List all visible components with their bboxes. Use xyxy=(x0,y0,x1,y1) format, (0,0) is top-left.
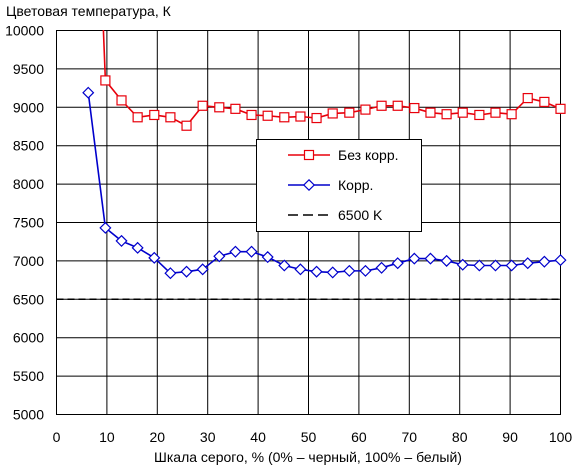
data-point-corrected xyxy=(99,221,112,234)
y-tick-label: 6000 xyxy=(13,330,44,346)
data-point-uncorrected xyxy=(539,96,550,108)
legend-label-reference-6500k: 6500 K xyxy=(338,207,383,223)
y-tick-label: 7000 xyxy=(13,253,44,269)
x-tick-label: 50 xyxy=(301,429,317,445)
data-point-uncorrected xyxy=(262,110,273,121)
data-point-corrected xyxy=(213,250,226,263)
y-tick-label: 6500 xyxy=(13,291,44,307)
data-point-corrected xyxy=(326,266,339,279)
data-point-corrected xyxy=(391,257,404,270)
x-tick-label: 30 xyxy=(200,429,216,445)
data-point-uncorrected xyxy=(457,107,468,118)
marker-layer xyxy=(82,75,567,280)
data-point-corrected xyxy=(538,255,551,268)
data-point-corrected xyxy=(343,264,356,277)
y-tick-label: 9000 xyxy=(13,99,44,115)
x-tick-label: 100 xyxy=(549,429,572,445)
y-tick-label: 8500 xyxy=(13,138,44,154)
legend-box xyxy=(256,139,422,232)
data-point-corrected xyxy=(148,251,161,264)
data-point-uncorrected xyxy=(116,95,127,106)
data-point-uncorrected xyxy=(425,107,436,118)
legend: Без корр. Корр. 6500 K xyxy=(256,139,422,232)
legend-label-uncorrected: Без корр. xyxy=(338,147,399,163)
data-point-uncorrected xyxy=(246,109,257,121)
y-axis: 5000 5500 6000 6500 7000 7500 8000 8500 9000 9500… xyxy=(5,23,44,423)
y-tick-label: 9500 xyxy=(13,61,44,77)
data-point-corrected xyxy=(424,252,437,265)
data-point-corrected xyxy=(180,265,193,278)
data-point-uncorrected xyxy=(327,108,338,119)
x-axis-label: Шкала серого, % (0% – черный, 100% – бел… xyxy=(154,449,462,465)
data-point-corrected xyxy=(229,245,242,258)
data-point-corrected xyxy=(196,263,209,276)
x-tick-label: 80 xyxy=(452,429,468,445)
y-tick-label: 10000 xyxy=(5,23,44,39)
data-point-corrected xyxy=(245,245,258,258)
data-point-uncorrected xyxy=(149,109,160,121)
legend-marker-corrected xyxy=(302,178,316,192)
x-tick-label: 20 xyxy=(150,429,166,445)
data-point-uncorrected xyxy=(295,111,306,122)
x-tick-label: 0 xyxy=(53,429,61,445)
data-point-uncorrected xyxy=(490,107,501,118)
data-point-uncorrected xyxy=(197,100,208,111)
data-point-corrected xyxy=(310,265,323,278)
data-point-corrected xyxy=(131,241,144,254)
data-point-uncorrected xyxy=(214,102,225,113)
data-point-uncorrected xyxy=(474,109,485,121)
y-tick-label: 7500 xyxy=(13,215,44,231)
x-tick-label: 90 xyxy=(502,429,518,445)
data-point-corrected xyxy=(554,254,567,267)
y-tick-label: 8000 xyxy=(13,176,44,192)
data-point-uncorrected xyxy=(522,92,533,104)
data-point-corrected xyxy=(456,258,469,271)
data-point-corrected xyxy=(261,251,274,264)
x-axis: 0 10 20 30 40 50 60 70 80 90 100 xyxy=(53,429,572,445)
data-point-uncorrected xyxy=(360,104,371,115)
data-point-corrected xyxy=(375,261,388,274)
data-point-corrected xyxy=(489,259,502,272)
x-tick-label: 40 xyxy=(250,429,266,445)
x-tick-label: 70 xyxy=(402,429,418,445)
data-point-corrected xyxy=(278,259,291,272)
x-tick-label: 60 xyxy=(351,429,367,445)
data-point-corrected xyxy=(473,259,486,272)
data-point-uncorrected xyxy=(132,112,143,123)
data-point-uncorrected xyxy=(409,102,420,114)
data-point-uncorrected xyxy=(392,100,403,111)
data-point-corrected xyxy=(359,264,372,277)
data-point-corrected xyxy=(408,252,421,265)
data-point-corrected xyxy=(440,254,453,267)
data-point-uncorrected xyxy=(376,100,387,111)
y-tick-label: 5000 xyxy=(13,407,44,423)
legend-label-corrected: Корр. xyxy=(338,177,373,193)
data-point-uncorrected xyxy=(506,109,517,120)
data-point-uncorrected xyxy=(279,112,290,123)
data-point-uncorrected xyxy=(100,75,111,86)
data-point-corrected xyxy=(521,257,534,270)
data-point-uncorrected xyxy=(344,107,355,118)
data-point-uncorrected xyxy=(555,103,566,114)
legend-marker-uncorrected xyxy=(303,149,315,161)
data-point-uncorrected xyxy=(181,120,192,131)
data-point-corrected xyxy=(294,263,307,276)
plot-frame xyxy=(56,30,561,415)
x-tick-label: 10 xyxy=(99,429,115,445)
data-point-uncorrected xyxy=(230,103,241,114)
data-point-uncorrected xyxy=(165,112,176,123)
y-tick-label: 5500 xyxy=(13,368,44,384)
data-point-corrected xyxy=(82,86,95,99)
chart-title: Цветовая температура, К xyxy=(6,3,172,19)
data-point-uncorrected xyxy=(441,109,452,120)
data-point-corrected xyxy=(164,267,177,280)
data-point-corrected xyxy=(505,259,518,272)
data-point-corrected xyxy=(115,234,128,247)
data-point-uncorrected xyxy=(311,112,322,124)
